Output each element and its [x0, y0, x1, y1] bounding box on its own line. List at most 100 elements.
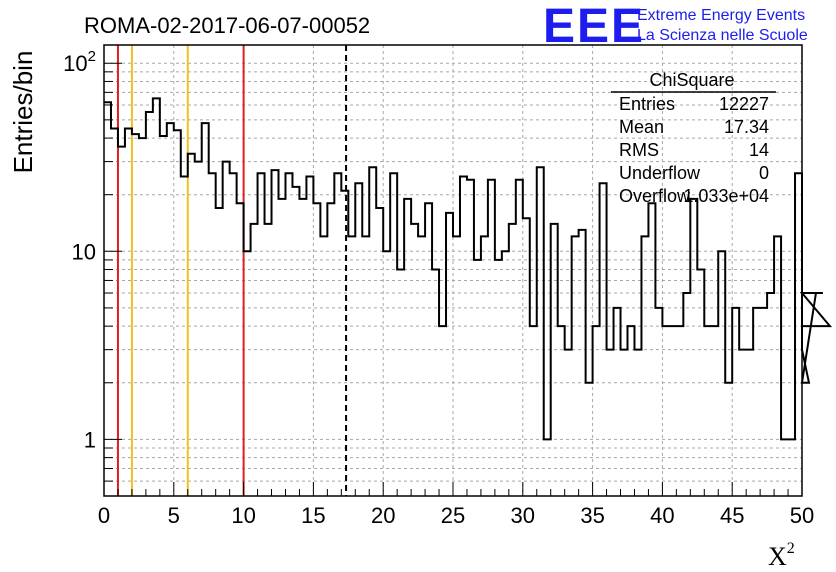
histogram-bin — [774, 236, 781, 496]
histogram-bin — [146, 112, 153, 496]
histogram-bin — [153, 98, 160, 496]
y-tick-label-base: 10 — [63, 51, 87, 76]
histogram-bin — [272, 170, 279, 496]
histogram-bin — [753, 308, 760, 496]
histogram-bin — [404, 199, 411, 496]
x-tick-label: 35 — [580, 503, 604, 528]
x-axis-label-superscript: 2 — [787, 540, 795, 557]
x-axis-label-base: X — [768, 542, 787, 571]
grid — [103, 45, 803, 497]
histogram-bin — [732, 308, 739, 496]
x-tick-label: 45 — [720, 503, 744, 528]
histogram-bin — [607, 350, 614, 496]
histogram-bin — [167, 123, 174, 496]
histogram-bin — [495, 260, 502, 496]
histogram-bin — [593, 326, 600, 496]
histogram-bin — [537, 167, 544, 496]
histogram-bin — [195, 162, 202, 496]
histogram-bin — [174, 130, 181, 496]
stats-row-value: 1.033e+04 — [683, 186, 769, 206]
histogram-bin — [125, 128, 132, 496]
x-tick-label: 10 — [231, 503, 255, 528]
x-tick-label: 5 — [168, 503, 180, 528]
logo-line-2: La Scienza nelle Scuole — [637, 27, 808, 44]
histogram-bin — [411, 224, 418, 496]
stats-box-title: ChiSquare — [649, 70, 734, 90]
histogram-bin — [467, 180, 474, 496]
x-axis-ticks: 0 5 10 15 20 25 30 35 40 45 50 — [98, 482, 814, 528]
logo: EEE Extreme Energy Events La Scienza nel… — [543, 0, 808, 53]
histogram-bin — [488, 180, 495, 496]
y-tick-label: 1 — [84, 427, 96, 452]
histogram-bin — [383, 251, 390, 496]
stats-row-label: Overflow — [619, 186, 691, 206]
histogram-bin — [530, 326, 537, 496]
histogram-bin — [439, 326, 446, 496]
histogram-bin — [299, 199, 306, 496]
histogram-bin — [558, 326, 565, 496]
x-tick-label: 25 — [441, 503, 465, 528]
histogram-bin — [279, 199, 286, 496]
histogram-bin — [760, 308, 767, 496]
histogram-bin — [223, 162, 230, 496]
histogram-bin — [621, 350, 628, 496]
histogram-bin — [634, 350, 641, 496]
stats-row-value: 14 — [749, 140, 769, 160]
histogram-bin — [362, 236, 369, 496]
histogram-bin — [572, 236, 579, 496]
stats-row-label: Underflow — [619, 163, 701, 183]
stats-row-value: 12227 — [719, 94, 769, 114]
histogram-bin — [251, 224, 258, 496]
histogram-bin — [551, 224, 558, 496]
histogram-bin — [662, 326, 669, 496]
eee-logo-mark: EEE — [543, 0, 645, 53]
chart-title: ROMA-02-2017-06-07-00052 — [84, 13, 370, 38]
histogram-bin — [341, 191, 348, 496]
histogram-bin — [139, 138, 146, 496]
histogram-bin — [160, 136, 167, 496]
histogram-bin — [565, 350, 572, 496]
x-tick-label: 30 — [511, 503, 535, 528]
histogram-bin — [614, 308, 621, 496]
histogram-bin — [244, 251, 251, 496]
stats-row-label: RMS — [619, 140, 659, 160]
histogram-bin — [711, 326, 718, 496]
x-tick-label: 0 — [98, 503, 110, 528]
histogram-bin — [369, 167, 376, 496]
histogram-bin — [265, 224, 272, 496]
histogram-bin — [683, 293, 690, 496]
y-axis-label: Entries/bin — [8, 51, 38, 174]
x-tick-label: 20 — [371, 503, 395, 528]
histogram-bin — [202, 123, 209, 496]
histogram-bin — [188, 154, 195, 496]
histogram-bin — [767, 293, 774, 496]
histogram-bin — [628, 326, 635, 496]
histogram-bin — [676, 326, 683, 496]
histogram-bin — [669, 326, 676, 496]
histogram-bin — [739, 350, 746, 496]
stats-box-rows: Entries 12227 Mean 17.34 RMS 14 Underflow 0 Over… — [619, 94, 769, 206]
histogram-bin — [704, 326, 711, 496]
histogram-bin — [509, 224, 516, 496]
histogram-bin — [418, 236, 425, 496]
stats-row-value: 17.34 — [724, 117, 769, 137]
stats-row-label: Mean — [619, 117, 664, 137]
stats-box: ChiSquare Entries 12227 Mean 17.34 RMS 14 Unde… — [611, 70, 776, 206]
histogram-bin — [132, 134, 139, 496]
histogram-bin — [118, 147, 125, 496]
y-tick-label-exponent: 2 — [88, 48, 96, 65]
y-tick-label: 10 — [72, 239, 96, 264]
histogram-bin — [446, 213, 453, 496]
histogram-bin — [111, 128, 118, 496]
stats-row-label: Entries — [619, 94, 675, 114]
histogram-bin — [746, 350, 753, 496]
histogram-bin — [453, 236, 460, 496]
histogram-bin — [355, 183, 362, 496]
histogram-bin — [718, 251, 725, 496]
x-tick-label: 40 — [650, 503, 674, 528]
histogram-bin — [641, 236, 648, 496]
histogram-bin — [655, 308, 662, 496]
y-tick-label: 102 — [63, 48, 96, 76]
reference-lines — [116, 45, 348, 496]
